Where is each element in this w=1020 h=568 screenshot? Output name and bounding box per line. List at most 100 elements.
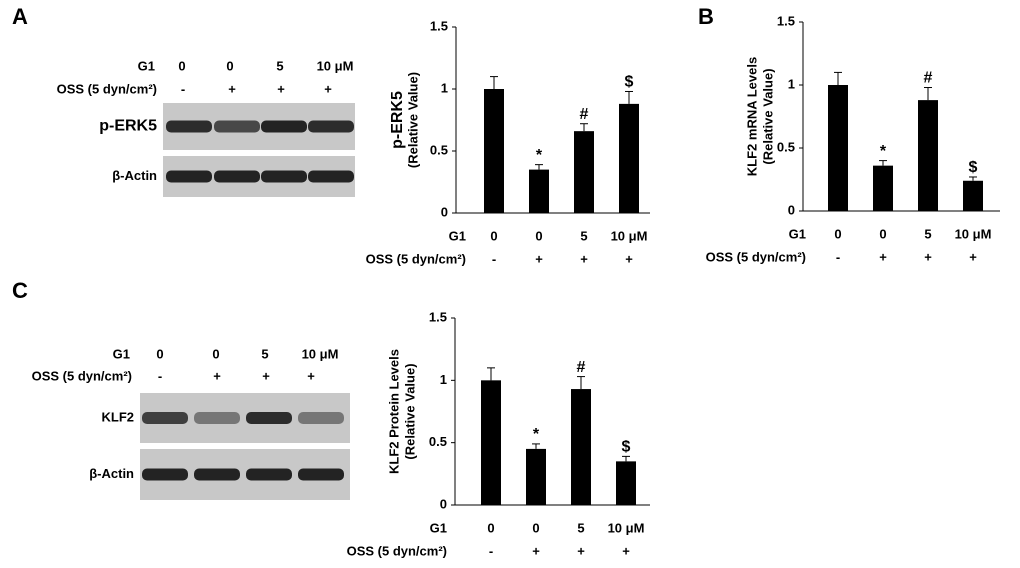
x-tick-label: + (969, 249, 977, 264)
row-label: G1 (113, 346, 130, 361)
x-tick-label: 0 (490, 228, 497, 243)
y-tick-label: 1.5 (430, 18, 448, 33)
x-tick-label: + (924, 249, 932, 264)
bar (963, 180, 983, 211)
y-axis-label: KLF2 Protein Levels (386, 349, 401, 474)
bar (619, 103, 639, 213)
band (298, 468, 344, 481)
lane-label: 5 (261, 346, 268, 361)
y-axis-label: (Relative Value) (402, 363, 417, 459)
y-tick-label: 0.5 (777, 139, 795, 154)
lane-label: 10 μM (302, 346, 339, 361)
annotation: * (533, 426, 540, 443)
band-label: KLF2 (102, 409, 135, 424)
x-tick-label: 0 (532, 520, 539, 535)
y-axis-label: (Relative Value) (405, 72, 420, 168)
bar (616, 461, 636, 505)
y-tick-label: 0 (441, 204, 448, 219)
y-tick-label: 1.5 (777, 13, 795, 28)
band (194, 412, 240, 424)
y-tick-label: 0.5 (430, 142, 448, 157)
x-tick-label: - (489, 543, 493, 558)
y-tick-label: 1.5 (429, 309, 447, 324)
lane-label: 0 (226, 58, 233, 73)
band (246, 468, 292, 481)
bar (873, 165, 893, 211)
annotation: $ (622, 439, 631, 456)
bar (529, 169, 549, 213)
y-tick-label: 0.5 (429, 434, 447, 449)
band (166, 120, 212, 133)
lane-label: + (228, 81, 236, 96)
panel-label: C (12, 278, 28, 303)
x-tick-label: - (492, 251, 496, 266)
band (298, 412, 344, 424)
x-tick-label: 5 (580, 228, 587, 243)
y-axis-label: KLF2 mRNA Levels (744, 57, 759, 176)
x-tick-label: - (836, 249, 840, 264)
panel-label: A (12, 4, 28, 29)
x-row-label: G1 (430, 520, 447, 535)
band (214, 120, 260, 133)
band (142, 468, 188, 481)
y-tick-label: 1 (441, 80, 448, 95)
bar (571, 389, 591, 505)
bar (526, 448, 546, 505)
lane-label: 5 (276, 58, 283, 73)
y-tick-label: 0 (440, 496, 447, 511)
lane-label: + (324, 81, 332, 96)
x-row-label: OSS (5 dyn/cm²) (366, 251, 466, 266)
lane-label: 0 (156, 346, 163, 361)
bar (481, 380, 501, 505)
lane-label: 0 (212, 346, 219, 361)
band (246, 412, 292, 424)
y-axis-label: p-ERK5 (389, 91, 406, 149)
x-tick-label: 0 (535, 228, 542, 243)
band-label: β-Actin (112, 168, 157, 183)
annotation: $ (625, 74, 634, 91)
y-tick-label: 1 (788, 76, 795, 91)
annotation: # (924, 70, 933, 87)
x-row-label: OSS (5 dyn/cm²) (706, 249, 806, 264)
annotation: * (536, 147, 543, 164)
x-tick-label: 10 μM (608, 520, 645, 535)
bar (918, 100, 938, 211)
panel-label: B (698, 4, 714, 29)
y-axis-label: (Relative Value) (760, 68, 775, 164)
x-tick-label: + (625, 251, 633, 266)
annotation: * (880, 143, 887, 160)
annotation: # (580, 106, 589, 123)
band (142, 412, 188, 424)
lane-label: 10 μM (317, 58, 354, 73)
x-row-label: G1 (449, 228, 466, 243)
x-tick-label: 0 (487, 520, 494, 535)
annotation: $ (969, 159, 978, 176)
x-tick-label: + (879, 249, 887, 264)
x-tick-label: 0 (834, 226, 841, 241)
bar (484, 89, 504, 213)
lane-label: + (277, 81, 285, 96)
band (308, 120, 354, 133)
band (214, 170, 260, 183)
lane-label: - (158, 368, 162, 383)
band (166, 170, 212, 183)
lane-label: - (181, 81, 185, 96)
annotation: # (577, 359, 586, 376)
x-tick-label: + (535, 251, 543, 266)
bar (828, 85, 848, 211)
y-tick-label: 0 (788, 202, 795, 217)
y-tick-label: 1 (440, 372, 447, 387)
band-label: β-Actin (89, 466, 134, 481)
x-tick-label: + (622, 543, 630, 558)
lane-label: + (307, 368, 315, 383)
x-tick-label: + (580, 251, 588, 266)
x-tick-label: 5 (577, 520, 584, 535)
x-row-label: G1 (789, 226, 806, 241)
band (261, 170, 307, 183)
band (308, 170, 354, 183)
lane-label: 0 (178, 58, 185, 73)
lane-label: + (262, 368, 270, 383)
x-tick-label: + (577, 543, 585, 558)
band (194, 468, 240, 481)
